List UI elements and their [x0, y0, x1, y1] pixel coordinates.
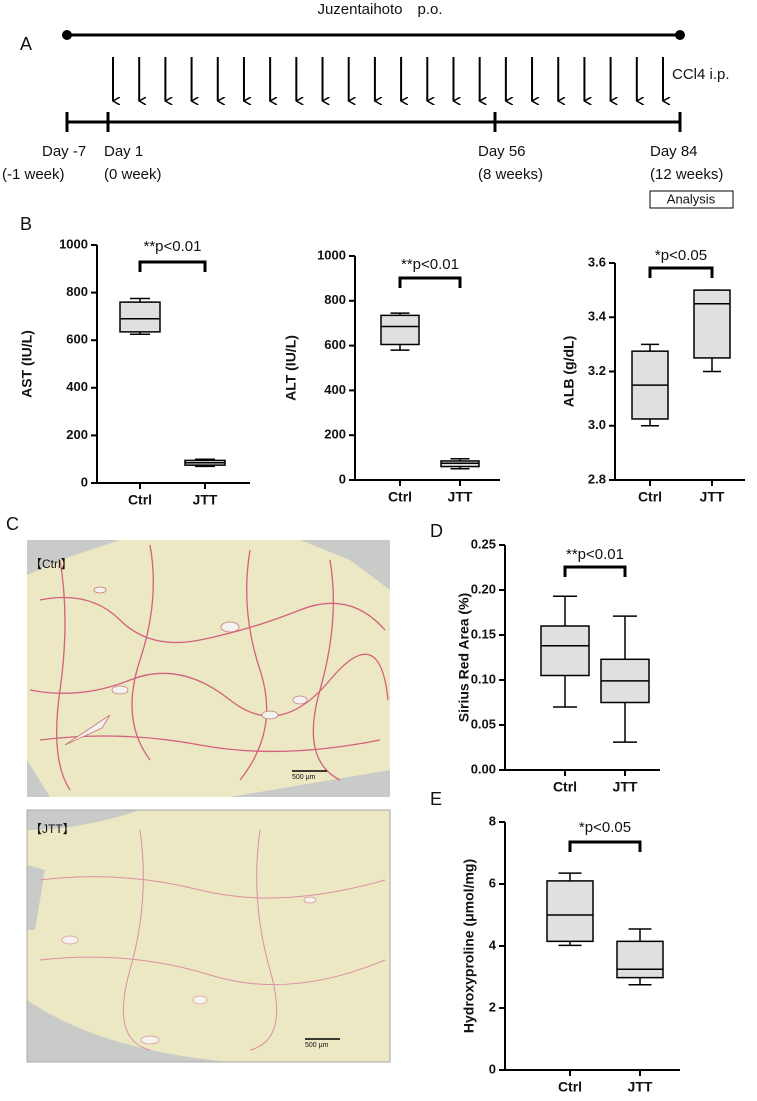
y-tick-label: 0	[81, 474, 88, 489]
y-axis-label: ALT (IU/L)	[283, 335, 299, 401]
day-label: Day 1	[104, 143, 143, 160]
box	[616, 940, 664, 979]
panel-letter: D	[430, 521, 443, 541]
box-chart: 0 200 400 600 800 1000 AST (IU/L) Ctrl JTT **p<0.…	[19, 236, 250, 508]
fibrosis-pattern	[29, 544, 389, 791]
scale-label: 500 μm	[292, 774, 316, 781]
significance-bracket	[398, 276, 462, 288]
box	[380, 314, 420, 346]
significance-label: *p<0.05	[655, 247, 707, 264]
week-label: (12 weeks)	[650, 166, 723, 183]
x-tick-label: Ctrl	[128, 492, 152, 508]
treatment-label: Juzentaihoto p.o.	[317, 1, 442, 18]
y-tick-label: 0	[489, 1061, 496, 1076]
treatment-start	[62, 30, 72, 40]
y-axis-label: ALB (g/dL)	[561, 336, 577, 408]
y-tick-label: 0.05	[471, 716, 496, 731]
y-tick-label: 3.6	[588, 254, 606, 269]
analysis-label: Analysis	[667, 191, 716, 206]
x-tick-label: JTT	[628, 1079, 653, 1095]
significance-bracket	[138, 260, 207, 272]
image-border	[26, 809, 391, 1063]
week-label: (0 week)	[104, 166, 162, 183]
fibrosis-pattern	[39, 829, 386, 1051]
y-tick-label: 1000	[317, 247, 346, 262]
box	[119, 301, 161, 333]
analysis-box	[649, 190, 734, 209]
y-tick-label: 0.10	[471, 671, 496, 686]
day-label: Day 84	[650, 143, 698, 160]
significance-label: **p<0.01	[566, 546, 624, 563]
treatment-end	[675, 30, 685, 40]
histology-image	[27, 810, 390, 1062]
x-tick-label: JTT	[700, 489, 725, 505]
histology	[26, 540, 391, 1063]
y-axis-label: AST (IU/L)	[19, 330, 35, 398]
box-chart: 0.00 0.05 0.10 0.15 0.20 0.25 Sirius Red Area …	[456, 536, 660, 795]
significance-label: **p<0.01	[401, 256, 459, 273]
y-tick-label: 600	[66, 332, 88, 347]
y-tick-label: 1000	[59, 236, 88, 251]
vessels	[64, 586, 308, 746]
x-tick-label: Ctrl	[388, 489, 412, 505]
x-tick-label: Ctrl	[558, 1079, 582, 1095]
x-tick-label: JTT	[613, 779, 638, 795]
panel-letter: C	[6, 514, 19, 534]
y-axis-label: Sirius Red Area (%)	[456, 593, 472, 722]
box-chart: 2.8 3.0 3.2 3.4 3.6 ALB (g/dL) Ctrl JTT *p<0.05	[561, 247, 745, 505]
y-tick-label: 4	[489, 937, 497, 952]
image-label: 【Ctrl】	[30, 557, 73, 571]
x-tick-label: JTT	[193, 492, 218, 508]
significance-label: *p<0.05	[579, 819, 631, 836]
image-label: 【JTT】	[30, 822, 75, 836]
vessels	[61, 896, 317, 1045]
panel-letter: A	[20, 34, 32, 54]
x-tick-label: JTT	[448, 489, 473, 505]
y-tick-label: 600	[324, 337, 346, 352]
timeline: Juzentaihoto p.o. CCl4 i.p. Analysis	[62, 1, 734, 209]
y-tick-label: 6	[489, 875, 496, 890]
day-label: Day -7	[42, 143, 86, 160]
week-label: (-1 week)	[2, 166, 65, 183]
y-tick-label: 400	[66, 379, 88, 394]
y-tick-label: 200	[66, 427, 88, 442]
y-tick-label: 800	[324, 292, 346, 307]
y-tick-label: 3.0	[588, 417, 606, 432]
day-label: Day 56	[478, 143, 526, 160]
panel-letter: B	[20, 214, 32, 234]
y-tick-label: 8	[489, 813, 496, 828]
box-chart: 0 2 4 6 8 Hydroxyproline (μmol/mg) Ctrl JTT *p<0…	[461, 813, 680, 1095]
y-tick-label: 800	[66, 284, 88, 299]
y-tick-label: 200	[324, 427, 346, 442]
y-tick-label: 0.20	[471, 581, 496, 596]
panel-letter: E	[430, 789, 442, 809]
histology-image	[27, 540, 390, 797]
box	[546, 880, 594, 943]
box-chart: 0 200 400 600 800 1000 ALT (IU/L) Ctrl JTT **p<0.…	[283, 247, 500, 505]
significance-bracket	[648, 266, 714, 278]
box	[693, 289, 731, 359]
y-tick-label: 0.25	[471, 536, 496, 551]
scale-label: 500 μm	[305, 1042, 329, 1049]
y-axis-label: Hydroxyproline (μmol/mg)	[461, 859, 477, 1033]
week-label: (8 weeks)	[478, 166, 543, 183]
background-region	[27, 810, 230, 1062]
y-tick-label: 2.8	[588, 471, 606, 486]
y-tick-label: 0.00	[471, 761, 496, 776]
y-tick-label: 3.2	[588, 363, 606, 378]
y-tick-label: 3.4	[588, 309, 607, 324]
x-tick-label: Ctrl	[553, 779, 577, 795]
y-tick-label: 2	[489, 999, 496, 1014]
x-tick-label: Ctrl	[638, 489, 662, 505]
y-tick-label: 400	[324, 382, 346, 397]
significance-label: **p<0.01	[144, 238, 202, 255]
significance-bracket	[563, 565, 627, 577]
y-tick-label: 0	[339, 471, 346, 486]
box	[540, 625, 590, 677]
significance-bracket	[568, 840, 642, 852]
injection-label: CCl4 i.p.	[672, 66, 730, 83]
y-tick-label: 0.15	[471, 626, 496, 641]
